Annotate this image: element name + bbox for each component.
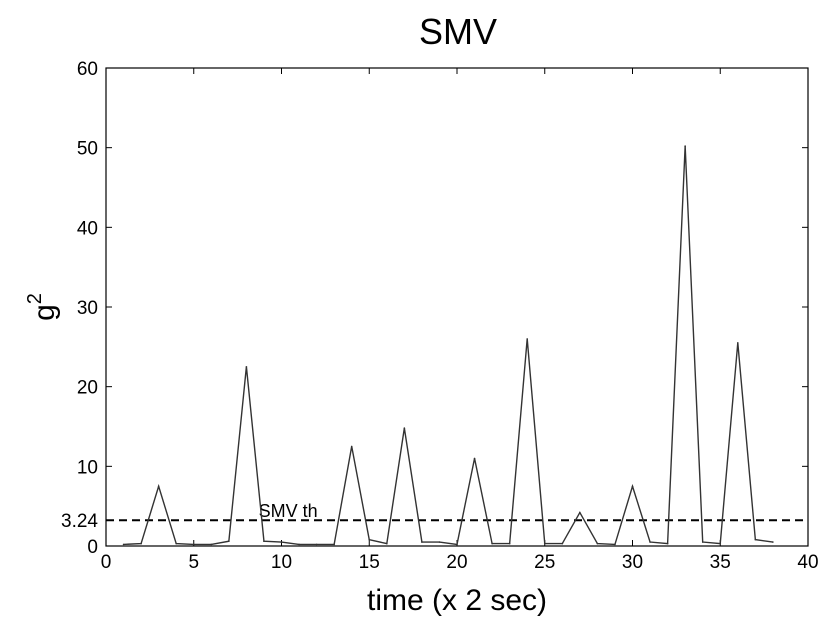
series-line	[123, 146, 773, 546]
data-point	[315, 543, 318, 546]
data-point	[631, 485, 634, 488]
data-point	[473, 457, 476, 460]
axis-ticks: 0 5 10 15 20 25 30 35 40 0 10 20 30 40 50 60 3.24	[61, 59, 819, 573]
x-tick-label: 0	[101, 552, 112, 573]
data-point	[456, 543, 458, 546]
x-tick-label: 40	[797, 552, 818, 573]
data-point	[579, 511, 581, 514]
data-point	[298, 543, 300, 546]
threshold-label: SMV th	[259, 501, 318, 521]
data-point	[280, 541, 283, 543]
plot-area	[105, 67, 809, 547]
svg-text:g2: g2	[24, 293, 61, 321]
data-point	[421, 541, 423, 543]
x-tick-label: 30	[622, 552, 643, 573]
y-tick-label: 30	[77, 298, 98, 319]
data-point	[386, 542, 388, 545]
data-point	[228, 540, 230, 543]
x-tick-label: 35	[710, 552, 731, 573]
y-axis-label-exponent: 2	[24, 293, 46, 304]
data-point	[596, 542, 599, 545]
data-point	[192, 543, 195, 546]
data-point	[175, 542, 177, 545]
data-point	[368, 538, 371, 541]
series-group	[122, 145, 774, 546]
data-point	[403, 427, 406, 429]
data-point	[245, 365, 248, 368]
x-axis-label: time (x 2 sec)	[367, 584, 547, 617]
data-point	[772, 541, 774, 543]
y-axis-label: g2	[24, 293, 61, 321]
y-tick-label: 50	[77, 139, 98, 160]
data-point	[157, 485, 160, 488]
chart-title: SMV	[419, 11, 497, 52]
data-point	[614, 543, 616, 546]
data-point	[122, 543, 125, 546]
y-tick-label: 40	[77, 218, 98, 239]
y-tick-label: 20	[77, 378, 98, 399]
data-point	[701, 541, 704, 543]
data-point	[526, 338, 528, 340]
data-point	[438, 541, 441, 543]
y-tick-label-threshold: 3.24	[61, 511, 98, 532]
y-tick-label: 60	[77, 59, 98, 80]
data-point	[543, 542, 546, 545]
data-point	[561, 542, 564, 545]
data-point	[263, 540, 265, 543]
x-tick-label: 20	[446, 552, 467, 573]
data-point	[210, 543, 213, 546]
data-point	[491, 542, 493, 545]
x-tick-label: 10	[271, 552, 292, 573]
data-point	[649, 541, 651, 543]
data-point	[754, 538, 757, 541]
data-point	[350, 445, 353, 448]
y-tick-label: 0	[87, 537, 98, 558]
data-point	[666, 542, 669, 545]
y-tick-label: 10	[77, 457, 98, 478]
data-point	[508, 542, 511, 545]
data-point	[684, 145, 686, 147]
data-point	[140, 542, 142, 545]
x-tick-label: 15	[359, 552, 380, 573]
x-tick-label: 25	[534, 552, 555, 573]
data-point	[737, 342, 739, 344]
x-tick-label: 5	[188, 552, 199, 573]
data-point	[719, 542, 722, 545]
data-point	[333, 543, 335, 546]
y-axis-label-base: g	[28, 304, 61, 321]
